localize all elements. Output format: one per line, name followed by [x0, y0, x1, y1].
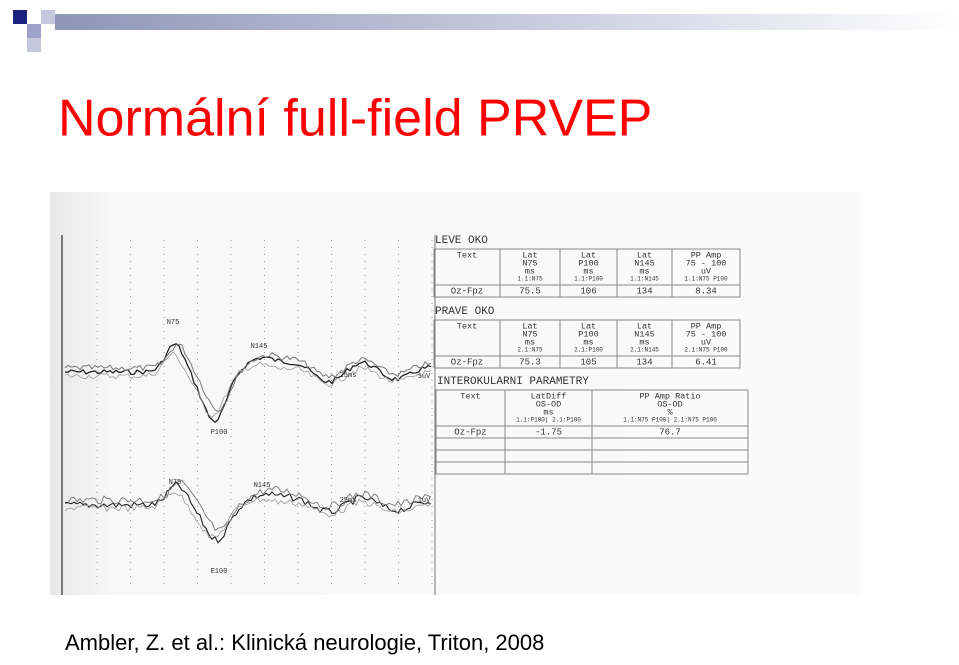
table-header: 75 - 100	[686, 329, 727, 339]
table-heading: INTEROKULARNI PARAMETRY	[437, 376, 589, 388]
table-border	[433, 319, 741, 369]
deco-square	[13, 10, 27, 24]
table-header: 1.1:N75 P100| 2.1:N75 P100	[623, 417, 717, 424]
waveform	[64, 479, 432, 532]
table-header: P100	[578, 258, 598, 268]
caption: Ambler, Z. et al.: Klinická neurologie, …	[65, 630, 544, 655]
top-bar	[55, 14, 959, 30]
table-value: Oz-Fpz	[451, 357, 483, 367]
table-header: ms	[583, 337, 593, 347]
table-header: Text	[457, 321, 477, 331]
deco-square	[27, 38, 41, 52]
table-header: ms	[583, 266, 593, 276]
table-value: 134	[636, 286, 652, 296]
table-value: Oz-Fpz	[451, 286, 483, 296]
table-header: PP Amp	[691, 321, 722, 331]
wave-label: 1uV	[418, 497, 431, 505]
table-header: Lat	[522, 250, 537, 260]
table-value: 75.5	[519, 286, 541, 296]
waveforms: N75 N145 P100 25ms 1uV N75 N145 E100 25ms 1uV	[64, 240, 433, 590]
scan-image	[50, 192, 860, 595]
table-header: LatDiff	[531, 391, 567, 401]
table-value: 134	[636, 357, 652, 367]
table-value: 105	[580, 357, 596, 367]
table-header: OS-OD	[657, 399, 683, 409]
table-header: Text	[457, 250, 477, 260]
table-header: %	[667, 407, 673, 417]
table-header: 1.1:P100| 2.1:P100	[516, 417, 581, 424]
table-header: ms	[525, 337, 535, 347]
table-header: 2.1:N75	[517, 347, 543, 354]
wave-label: 1uV	[418, 373, 431, 381]
table-heading: PRAVE OKO	[435, 306, 495, 318]
waveform	[65, 481, 432, 544]
wave-label: N145	[254, 482, 271, 490]
table-header: 2.1:N75 P100	[684, 347, 728, 354]
table-header: uV	[701, 266, 712, 276]
table-header: Lat	[637, 250, 652, 260]
table-header: OS-OD	[536, 399, 562, 409]
table-header: Lat	[522, 321, 537, 331]
table-header: PP Amp Ratio	[639, 391, 700, 401]
table-header: ms	[525, 266, 535, 276]
wave-label: 25ms	[340, 372, 357, 380]
table-header: 1.1:P100	[574, 276, 603, 283]
wave-label: N75	[167, 319, 180, 327]
table-header: PP Amp	[691, 250, 722, 260]
table-header: N145	[634, 329, 654, 339]
waveform	[64, 351, 432, 418]
table-heading: LEVE OKO	[435, 235, 488, 247]
table-value: 6.41	[695, 357, 717, 367]
table-header: 1.1:N145	[630, 276, 659, 283]
table-border	[433, 248, 741, 298]
table-header: 75 - 100	[686, 258, 727, 268]
wave-label: 25ms	[340, 497, 357, 505]
table-value: 76.7	[659, 427, 681, 437]
table-header: ms	[639, 337, 649, 347]
table-header: Lat	[581, 321, 596, 331]
table-header: Text	[460, 391, 480, 401]
table-header: 1.1:N75 P100	[684, 276, 728, 283]
table-header: 1.1:N75	[517, 276, 543, 283]
table-value: 75.3	[519, 357, 541, 367]
table-value: Oz-Fpz	[454, 427, 486, 437]
wave-label: N75	[169, 479, 182, 487]
table-header: ms	[639, 266, 649, 276]
table-header: P100	[578, 329, 598, 339]
table-header: N75	[522, 258, 537, 268]
title: Normální full-field PRVEP	[58, 90, 652, 148]
table-header: ms	[543, 407, 553, 417]
table-value: 8.34	[695, 286, 717, 296]
wave-label: P100	[211, 429, 228, 437]
wave-label: N145	[251, 343, 268, 351]
wave-label: E100	[211, 568, 228, 576]
table-header: Lat	[637, 321, 652, 331]
table-value: -1.75	[535, 427, 562, 437]
table-header: N75	[522, 329, 537, 339]
table-header: Lat	[581, 250, 596, 260]
table-header: uV	[701, 337, 712, 347]
waveform	[64, 343, 432, 412]
waveform	[64, 492, 432, 539]
table-header: N145	[634, 258, 654, 268]
table-value: 106	[580, 286, 596, 296]
deco-square	[27, 24, 41, 38]
table-header: 2.1:P100	[574, 347, 603, 354]
deco-square	[41, 10, 55, 24]
table-header: 2.1:N145	[630, 347, 659, 354]
